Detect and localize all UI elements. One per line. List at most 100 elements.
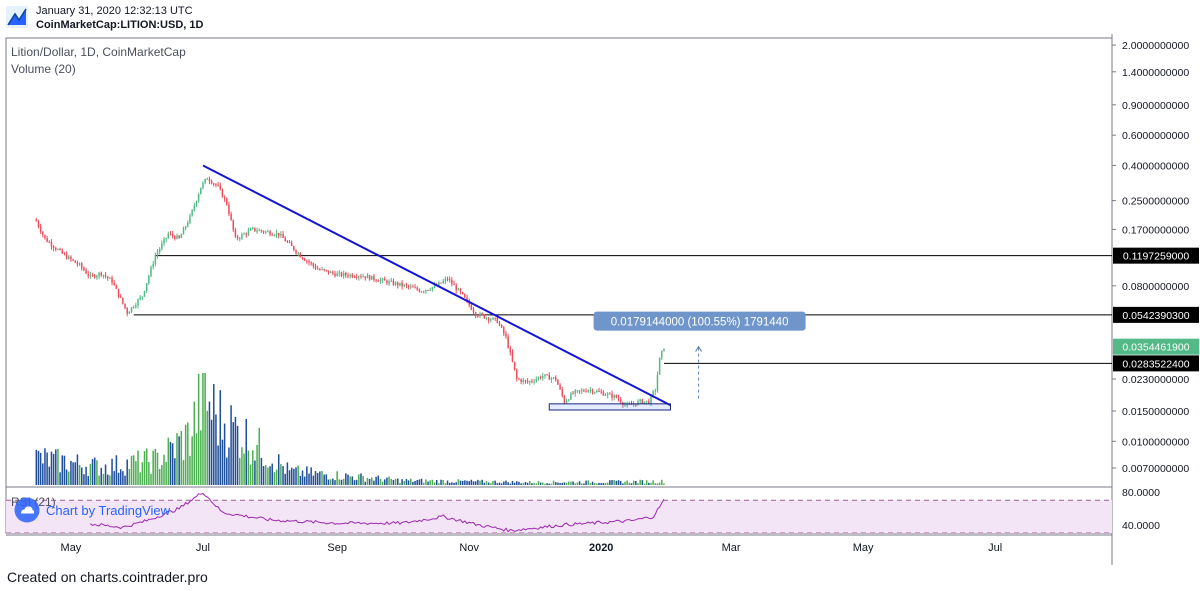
candle[interactable]	[63, 252, 66, 256]
candle[interactable]	[46, 235, 48, 243]
candle[interactable]	[89, 271, 92, 279]
candle[interactable]	[117, 288, 120, 299]
candle[interactable]	[418, 288, 421, 293]
candle[interactable]	[154, 252, 157, 267]
price-axis[interactable]: 2.0000000000 1.4000000000 0.9000000000 0.60…	[1112, 40, 1199, 532]
candle[interactable]	[481, 312, 483, 316]
candle[interactable]	[483, 314, 486, 319]
candle[interactable]	[189, 213, 191, 225]
candle[interactable]	[520, 378, 522, 385]
candle[interactable]	[122, 297, 124, 305]
candle[interactable]	[396, 281, 399, 289]
candle[interactable]	[412, 284, 414, 288]
candle[interactable]	[375, 278, 377, 283]
candle[interactable]	[440, 282, 442, 284]
candle[interactable]	[472, 306, 475, 315]
candle[interactable]	[293, 245, 295, 252]
candle[interactable]	[492, 317, 494, 320]
candle[interactable]	[260, 229, 263, 233]
candle[interactable]	[230, 211, 232, 221]
candle[interactable]	[565, 398, 568, 404]
candle[interactable]	[403, 283, 406, 288]
candle[interactable]	[336, 271, 338, 277]
candle[interactable]	[321, 266, 323, 271]
candle[interactable]	[405, 282, 408, 289]
candle[interactable]	[44, 234, 46, 240]
candle[interactable]	[314, 263, 317, 270]
candle[interactable]	[637, 399, 639, 406]
candle[interactable]	[416, 286, 418, 291]
candle[interactable]	[524, 379, 527, 384]
measure-callout[interactable]: 0.0179144000 (100.55%) 1791440	[593, 311, 806, 331]
candle[interactable]	[208, 176, 211, 185]
candle[interactable]	[258, 228, 260, 232]
candle[interactable]	[658, 357, 661, 375]
candle[interactable]	[290, 240, 293, 247]
candle[interactable]	[518, 377, 520, 380]
candle[interactable]	[392, 278, 395, 286]
candle[interactable]	[615, 394, 618, 399]
candle[interactable]	[119, 293, 122, 299]
candle[interactable]	[221, 188, 224, 198]
candle[interactable]	[561, 386, 564, 398]
candle[interactable]	[587, 389, 589, 393]
candle[interactable]	[158, 247, 161, 255]
candle[interactable]	[65, 251, 68, 260]
candle[interactable]	[611, 390, 613, 401]
price-candles[interactable]	[35, 176, 665, 408]
candle[interactable]	[35, 217, 38, 222]
candle[interactable]	[661, 350, 663, 361]
candle[interactable]	[104, 272, 107, 279]
candle[interactable]	[150, 265, 152, 278]
candle[interactable]	[327, 270, 330, 275]
candle[interactable]	[288, 240, 291, 244]
candle[interactable]	[267, 229, 269, 233]
candle[interactable]	[106, 276, 109, 281]
candle[interactable]	[254, 227, 256, 233]
candle[interactable]	[451, 277, 453, 287]
candle[interactable]	[332, 270, 334, 276]
candle[interactable]	[301, 256, 304, 260]
candle[interactable]	[409, 283, 412, 290]
candle[interactable]	[93, 274, 96, 279]
candle[interactable]	[602, 390, 605, 396]
candle[interactable]	[72, 258, 74, 262]
level-label[interactable]: 0.0283522400	[1113, 355, 1199, 372]
candle[interactable]	[477, 315, 479, 318]
candle[interactable]	[557, 379, 559, 385]
candle[interactable]	[42, 230, 44, 238]
candle[interactable]	[83, 266, 85, 272]
candle[interactable]	[526, 378, 529, 384]
candle[interactable]	[490, 318, 492, 323]
candle[interactable]	[213, 182, 215, 187]
candle[interactable]	[442, 278, 444, 284]
candle[interactable]	[273, 234, 276, 237]
candle[interactable]	[286, 240, 289, 244]
candle[interactable]	[366, 273, 369, 279]
candle[interactable]	[591, 388, 594, 395]
candle[interactable]	[453, 280, 455, 286]
candle[interactable]	[338, 269, 341, 277]
candle[interactable]	[316, 265, 319, 270]
candle[interactable]	[347, 272, 349, 279]
candle[interactable]	[596, 389, 598, 393]
support-box[interactable]	[548, 403, 671, 411]
candle[interactable]	[132, 305, 135, 309]
candle[interactable]	[217, 182, 219, 187]
drawings[interactable]: 0.0179144000 (100.55%) 1791440	[202, 164, 806, 411]
horizontal-levels[interactable]: 0.1197259000 0.0542390300 0.0283522400	[133, 247, 1199, 372]
candle[interactable]	[251, 226, 254, 230]
candle[interactable]	[247, 227, 250, 237]
candle[interactable]	[80, 262, 83, 271]
candle[interactable]	[552, 377, 555, 380]
candle[interactable]	[554, 375, 557, 382]
candle[interactable]	[550, 377, 553, 383]
candle[interactable]	[589, 386, 592, 394]
candle[interactable]	[604, 392, 607, 397]
candle[interactable]	[559, 383, 561, 390]
candle[interactable]	[619, 396, 622, 404]
candle[interactable]	[537, 376, 540, 381]
candle[interactable]	[152, 260, 154, 270]
candle[interactable]	[522, 377, 525, 385]
candle[interactable]	[96, 274, 98, 280]
